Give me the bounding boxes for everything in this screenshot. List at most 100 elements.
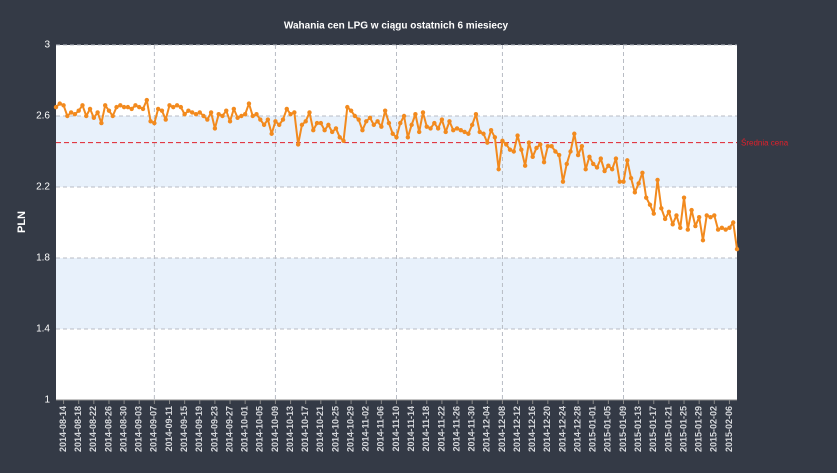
data-point [280, 117, 286, 122]
data-point [371, 122, 376, 128]
x-tick-label: 2014-11-06 [376, 406, 386, 452]
x-tick-label: 2014-11-18 [421, 406, 431, 452]
data-point [727, 225, 732, 231]
data-point [186, 108, 191, 113]
data-point [451, 128, 456, 133]
data-point [99, 120, 104, 126]
data-point [273, 119, 278, 124]
data-point [659, 206, 664, 211]
data-point [178, 104, 184, 110]
data-point [583, 167, 588, 172]
data-point [719, 225, 725, 231]
data-point [568, 149, 573, 154]
x-tick-label: 2014-08-22 [88, 406, 98, 452]
data-point [394, 135, 399, 140]
x-tick-label: 2014-12-04 [482, 406, 492, 452]
data-point [666, 209, 672, 215]
y-tick-label: 1 [44, 395, 50, 406]
data-point [647, 202, 653, 207]
data-point [564, 161, 569, 167]
x-tick-label: 2014-09-11 [164, 406, 174, 452]
data-point [246, 101, 252, 106]
x-tick-label: 2015-01-29 [694, 406, 704, 452]
data-point [545, 143, 551, 149]
mean-line-label: Średnia cena [741, 139, 789, 148]
data-point [171, 104, 176, 110]
data-point [220, 113, 225, 119]
data-point [443, 129, 448, 135]
x-tick-label: 2015-02-06 [724, 406, 734, 452]
data-point [613, 156, 619, 161]
data-point [84, 113, 89, 119]
data-point [277, 122, 282, 128]
data-point [129, 106, 134, 112]
data-point [587, 154, 592, 160]
data-point [121, 104, 127, 110]
data-point [364, 119, 369, 124]
data-point [239, 113, 244, 119]
data-point [140, 106, 146, 112]
x-tick-label: 2014-10-01 [240, 406, 250, 452]
data-point [144, 97, 149, 103]
data-point [295, 142, 301, 147]
data-point [254, 112, 259, 117]
data-point [174, 103, 180, 108]
data-point [598, 156, 603, 161]
x-tick-label: 2014-11-02 [361, 406, 371, 452]
x-tick-label: 2014-09-03 [134, 406, 144, 452]
data-point [492, 135, 498, 140]
data-point [208, 110, 214, 115]
data-point [485, 140, 490, 145]
data-point [106, 108, 112, 113]
x-tick-label: 2014-10-21 [315, 406, 325, 452]
y-tick-label: 1.4 [36, 324, 50, 335]
data-point [329, 129, 335, 135]
x-tick-label: 2014-11-22 [436, 406, 446, 452]
data-point [152, 120, 157, 126]
y-tick-label: 2.6 [36, 111, 50, 122]
x-tick-label: 2015-01-13 [633, 406, 643, 452]
data-point [337, 135, 342, 140]
data-point [182, 112, 187, 117]
data-point [76, 108, 81, 113]
data-point [454, 126, 460, 131]
data-point [477, 129, 482, 135]
data-point [621, 179, 626, 184]
data-point [216, 112, 221, 117]
x-tick-label: 2014-10-17 [300, 406, 310, 452]
data-point [314, 120, 320, 126]
data-point [227, 119, 233, 124]
data-point [352, 113, 358, 119]
data-point [507, 147, 513, 152]
x-tick-label: 2014-08-30 [118, 406, 128, 452]
data-point [360, 128, 365, 133]
data-point [553, 149, 558, 154]
data-point [133, 103, 138, 108]
data-point [594, 165, 600, 170]
data-point [723, 227, 728, 232]
data-point [439, 117, 445, 122]
data-point [57, 101, 62, 106]
data-point [65, 113, 70, 119]
data-point [549, 143, 554, 149]
data-point [575, 152, 581, 158]
data-point [522, 163, 528, 168]
x-tick-label: 2015-01-17 [648, 406, 658, 452]
data-point [288, 112, 293, 117]
x-tick-label: 2014-11-14 [406, 406, 416, 452]
y-tick-label: 2.2 [36, 182, 50, 193]
x-tick-label: 2014-12-20 [542, 406, 552, 452]
data-point [420, 110, 426, 115]
data-point [432, 120, 437, 126]
data-point [318, 120, 324, 126]
data-point [674, 213, 679, 218]
x-tick-label: 2014-09-15 [179, 406, 189, 452]
data-point [651, 211, 656, 216]
data-point [481, 131, 486, 136]
data-point [538, 142, 543, 147]
data-point [689, 207, 694, 213]
data-point [700, 238, 706, 243]
data-point [704, 213, 709, 218]
data-point [292, 110, 297, 115]
data-point [655, 177, 660, 183]
